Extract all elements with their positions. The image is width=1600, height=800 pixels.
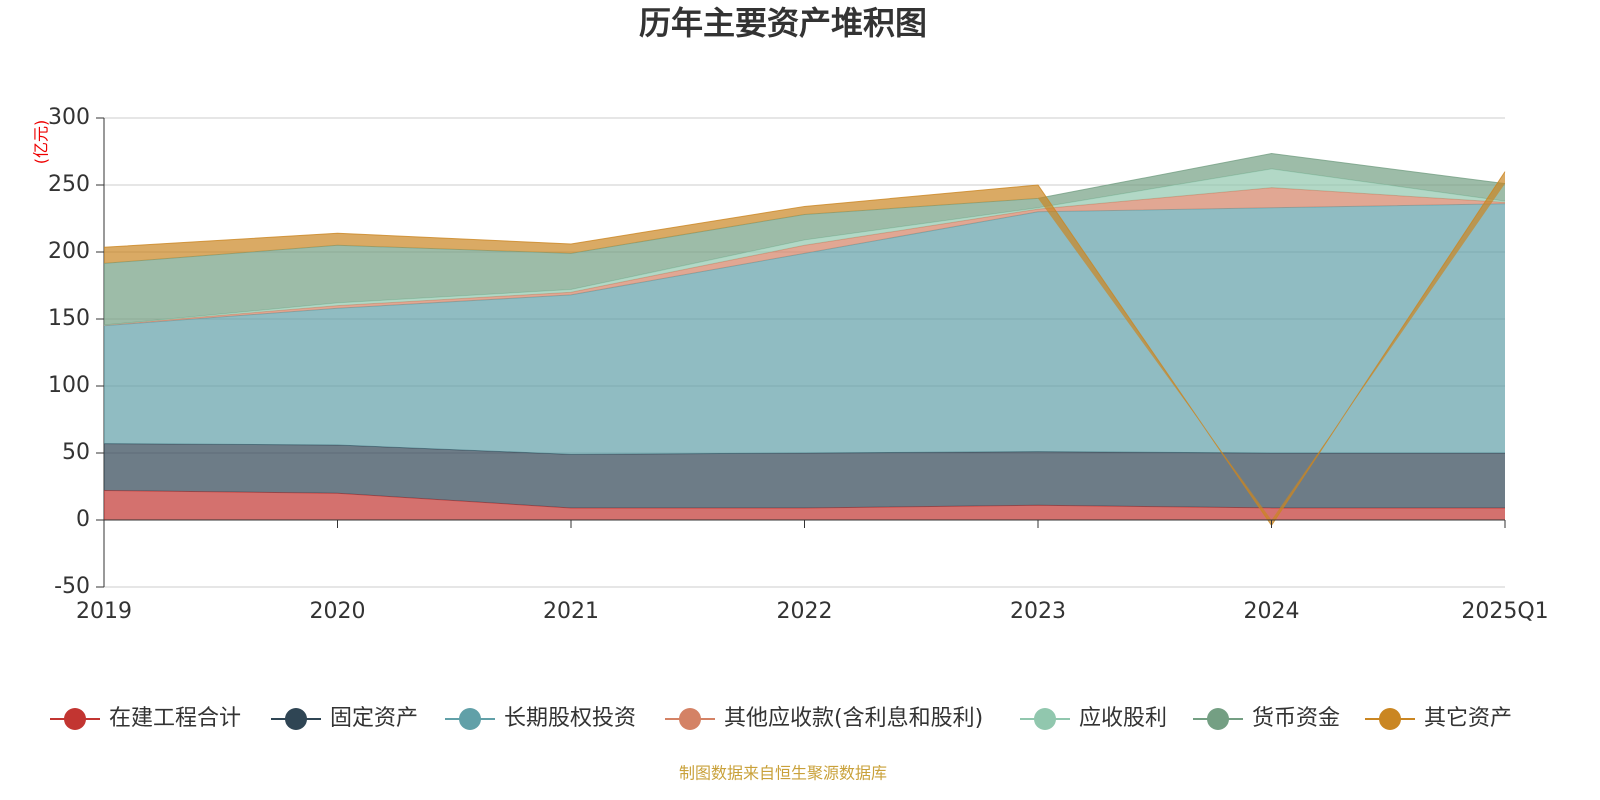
legend-label: 其它资产	[1424, 706, 1512, 731]
y-tick-label: 150	[48, 306, 90, 331]
y-unit: (亿元)	[32, 120, 51, 165]
x-tick-label: 2023	[1010, 599, 1066, 624]
y-tick-label: 50	[62, 440, 90, 465]
legend-icon	[64, 708, 86, 730]
area	[104, 153, 1505, 326]
legend-icon	[1207, 708, 1229, 730]
legend-icon	[459, 708, 481, 730]
x-tick-label: 2024	[1244, 599, 1300, 624]
legend-label: 固定资产	[330, 706, 418, 731]
y-tick-label: 250	[48, 172, 90, 197]
y-tick-label: 200	[48, 239, 90, 264]
x-tick-label: 2025Q1	[1461, 599, 1548, 624]
legend-label: 应收股利	[1079, 706, 1167, 731]
legend-icon	[1034, 708, 1056, 730]
chart-title: 历年主要资产堆积图	[639, 4, 927, 42]
y-tick-label: 0	[76, 507, 90, 532]
x-tick-label: 2019	[76, 599, 132, 624]
source-note: 制图数据来自恒生聚源数据库	[679, 764, 887, 783]
legend-label: 其他应收款(含利息和股利)	[724, 706, 983, 731]
area	[104, 187, 1505, 326]
area	[104, 443, 1505, 508]
area	[104, 168, 1505, 326]
area	[104, 203, 1505, 455]
legend-icon	[285, 708, 307, 730]
legend-label: 长期股权投资	[504, 706, 636, 731]
area	[104, 490, 1505, 520]
legend-icon	[1379, 708, 1401, 730]
x-tick-label: 2021	[543, 599, 599, 624]
x-tick-label: 2022	[777, 599, 833, 624]
y-tick-label: -50	[54, 574, 90, 599]
x-tick-label: 2020	[310, 599, 366, 624]
y-tick-label: 300	[48, 105, 90, 130]
y-tick-label: 100	[48, 373, 90, 398]
legend-label: 货币资金	[1252, 706, 1340, 731]
legend-icon	[679, 708, 701, 730]
legend-label: 在建工程合计	[109, 706, 241, 731]
